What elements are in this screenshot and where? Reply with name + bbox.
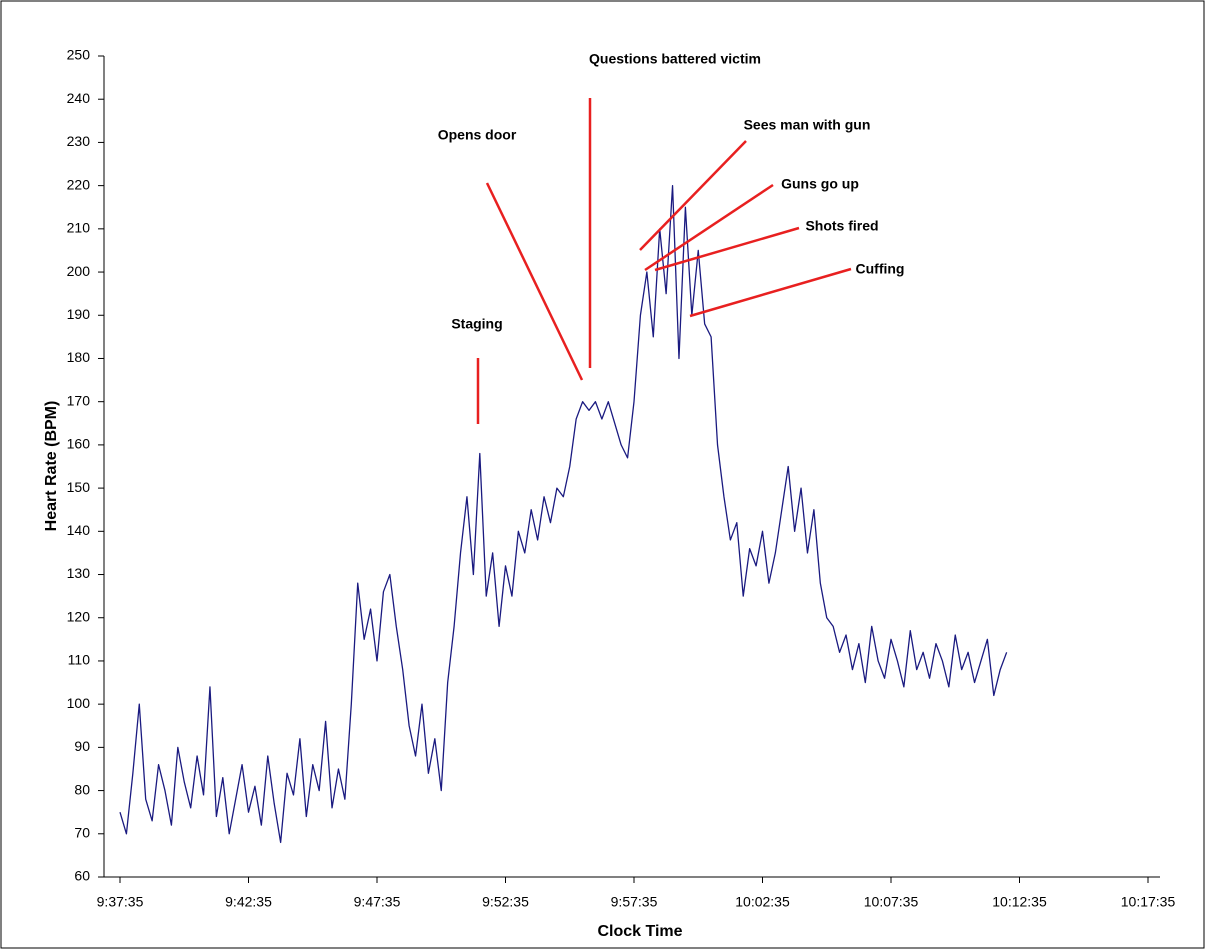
annotation: Shots fired xyxy=(805,218,878,234)
x-tick-label: 9:57:35 xyxy=(611,894,658,910)
x-tick-label: 10:12:35 xyxy=(992,894,1047,910)
y-tick-label: 80 xyxy=(74,781,90,797)
y-tick-label: 200 xyxy=(67,263,91,279)
annotation-line xyxy=(485,182,584,381)
x-axis-title: Clock Time xyxy=(597,923,682,940)
x-tick-label: 10:17:35 xyxy=(1121,894,1176,910)
x-tick-label: 10:07:35 xyxy=(864,894,919,910)
x-tick-label: 9:42:35 xyxy=(225,894,272,910)
annotation: Guns go up xyxy=(781,176,859,192)
y-tick-label: 230 xyxy=(67,133,91,149)
y-tick-label: 170 xyxy=(67,392,91,408)
y-tick-label: 120 xyxy=(67,608,91,624)
y-tick-label: 190 xyxy=(67,306,91,322)
annotation-line xyxy=(644,183,774,272)
annotation: Sees man with gun xyxy=(744,117,871,133)
annotation-line xyxy=(639,140,747,251)
y-tick-label: 70 xyxy=(74,824,90,840)
annotation: Staging xyxy=(451,316,502,332)
y-tick-label: 180 xyxy=(67,349,91,365)
x-tick-label: 9:37:35 xyxy=(97,894,144,910)
heart-rate-line xyxy=(119,184,1008,844)
y-tick-label: 60 xyxy=(74,868,90,884)
y-tick-label: 240 xyxy=(67,90,91,106)
y-tick-label: 100 xyxy=(67,695,91,711)
y-tick-label: 150 xyxy=(67,479,91,495)
x-tick-label: 9:52:35 xyxy=(482,894,529,910)
annotation: Opens door xyxy=(438,127,517,143)
y-tick-label: 210 xyxy=(67,220,91,236)
y-tick-label: 220 xyxy=(67,176,91,192)
annotation: Cuffing xyxy=(856,261,905,277)
annotation: Questions battered victim xyxy=(589,51,761,67)
y-tick-label: 90 xyxy=(74,738,90,754)
y-tick-label: 110 xyxy=(68,652,91,668)
x-tick-label: 10:02:35 xyxy=(735,894,790,910)
x-tick-label: 9:47:35 xyxy=(354,894,401,910)
annotation-line xyxy=(689,267,852,318)
y-tick-label: 250 xyxy=(67,47,91,63)
y-tick-label: 140 xyxy=(67,522,91,538)
y-tick-label: 130 xyxy=(67,565,91,581)
y-tick-label: 160 xyxy=(67,436,91,452)
y-axis-title: Heart Rate (BPM) xyxy=(43,401,60,532)
annotation-line xyxy=(654,226,800,272)
